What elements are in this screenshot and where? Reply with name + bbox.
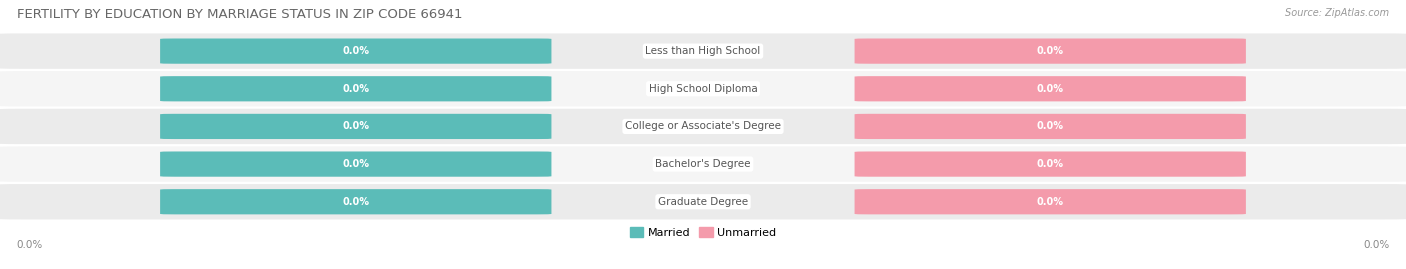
Text: High School Diploma: High School Diploma xyxy=(648,84,758,94)
FancyBboxPatch shape xyxy=(160,76,551,101)
Text: 0.0%: 0.0% xyxy=(1036,121,1064,132)
Text: 0.0%: 0.0% xyxy=(342,84,370,94)
Text: Source: ZipAtlas.com: Source: ZipAtlas.com xyxy=(1285,8,1389,18)
FancyBboxPatch shape xyxy=(855,38,1246,64)
Text: FERTILITY BY EDUCATION BY MARRIAGE STATUS IN ZIP CODE 66941: FERTILITY BY EDUCATION BY MARRIAGE STATU… xyxy=(17,8,463,21)
FancyBboxPatch shape xyxy=(160,38,551,64)
FancyBboxPatch shape xyxy=(855,189,1246,214)
Text: 0.0%: 0.0% xyxy=(1362,240,1389,250)
Text: 0.0%: 0.0% xyxy=(342,197,370,207)
FancyBboxPatch shape xyxy=(160,151,551,177)
Text: 0.0%: 0.0% xyxy=(1036,197,1064,207)
Text: Graduate Degree: Graduate Degree xyxy=(658,197,748,207)
FancyBboxPatch shape xyxy=(160,114,551,139)
Text: College or Associate's Degree: College or Associate's Degree xyxy=(626,121,780,132)
Text: 0.0%: 0.0% xyxy=(342,159,370,169)
Text: 0.0%: 0.0% xyxy=(342,46,370,56)
FancyBboxPatch shape xyxy=(0,109,1406,144)
Text: Less than High School: Less than High School xyxy=(645,46,761,56)
Text: Bachelor's Degree: Bachelor's Degree xyxy=(655,159,751,169)
FancyBboxPatch shape xyxy=(855,76,1246,101)
Text: 0.0%: 0.0% xyxy=(17,240,44,250)
FancyBboxPatch shape xyxy=(855,151,1246,177)
FancyBboxPatch shape xyxy=(0,33,1406,69)
Legend: Married, Unmarried: Married, Unmarried xyxy=(630,227,776,238)
Text: 0.0%: 0.0% xyxy=(1036,46,1064,56)
Text: 0.0%: 0.0% xyxy=(1036,159,1064,169)
FancyBboxPatch shape xyxy=(160,189,551,214)
FancyBboxPatch shape xyxy=(0,184,1406,220)
Text: 0.0%: 0.0% xyxy=(342,121,370,132)
FancyBboxPatch shape xyxy=(0,71,1406,107)
FancyBboxPatch shape xyxy=(0,146,1406,182)
Text: 0.0%: 0.0% xyxy=(1036,84,1064,94)
FancyBboxPatch shape xyxy=(855,114,1246,139)
